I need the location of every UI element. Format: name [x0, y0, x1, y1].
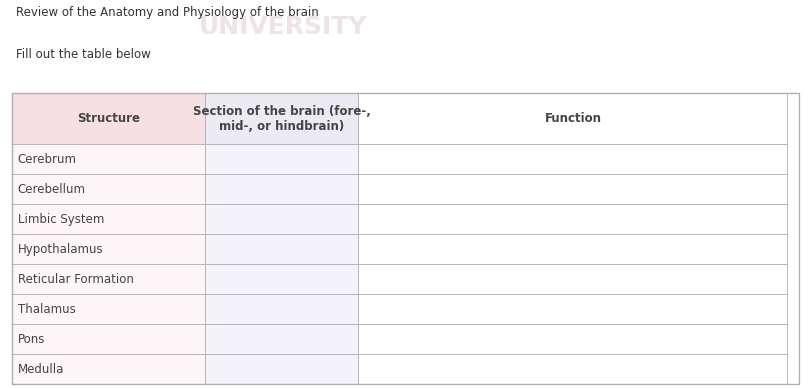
Bar	[12, 354, 205, 384]
Text: Cerebrum: Cerebrum	[18, 152, 77, 166]
Bar	[358, 204, 787, 234]
Bar	[205, 294, 358, 324]
Bar	[358, 234, 787, 264]
Bar	[12, 264, 205, 294]
Bar	[205, 174, 358, 204]
Bar	[358, 264, 787, 294]
Text: CIENCIA Y VIRTUD: CIENCIA Y VIRTUD	[213, 369, 354, 383]
Bar	[205, 234, 358, 264]
Text: Medulla: Medulla	[18, 363, 64, 376]
Text: Fill out the table below: Fill out the table below	[16, 48, 151, 62]
Text: Review of the Anatomy and Physiology of the brain: Review of the Anatomy and Physiology of …	[16, 6, 319, 19]
Text: Pons: Pons	[18, 333, 45, 346]
Bar	[205, 264, 358, 294]
Bar	[205, 93, 358, 144]
Bar	[358, 174, 787, 204]
Bar	[205, 204, 358, 234]
Bar	[12, 324, 205, 354]
Bar	[12, 93, 205, 144]
Bar	[12, 174, 205, 204]
Bar	[358, 354, 787, 384]
Text: Thalamus: Thalamus	[18, 303, 75, 315]
Bar	[12, 144, 205, 174]
Bar	[358, 294, 787, 324]
Bar	[358, 144, 787, 174]
Ellipse shape	[196, 229, 265, 314]
Text: Section of the brain (fore-,
mid-, or hindbrain): Section of the brain (fore-, mid-, or hi…	[193, 105, 371, 133]
Text: Structure: Structure	[77, 112, 140, 125]
Text: Cerebellum: Cerebellum	[18, 183, 86, 196]
Ellipse shape	[195, 144, 290, 345]
Bar	[205, 354, 358, 384]
Bar	[12, 93, 799, 384]
Bar	[358, 93, 787, 144]
Bar	[12, 294, 205, 324]
Bar	[12, 204, 205, 234]
Text: Limbic System: Limbic System	[18, 213, 104, 225]
Bar	[12, 234, 205, 264]
Ellipse shape	[46, 132, 205, 349]
Text: Function: Function	[544, 112, 601, 125]
Bar	[205, 324, 358, 354]
Bar	[205, 144, 358, 174]
Text: Hypothalamus: Hypothalamus	[18, 242, 104, 256]
Bar	[358, 324, 787, 354]
Text: Reticular Formation: Reticular Formation	[18, 273, 133, 286]
Text: UNIVERSITY: UNIVERSITY	[199, 15, 367, 39]
